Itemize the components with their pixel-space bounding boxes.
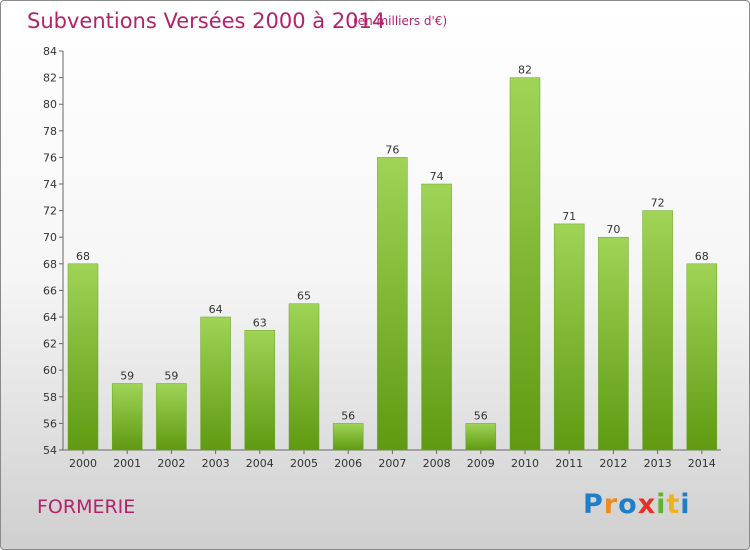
y-tick-label: 70 — [43, 231, 57, 244]
x-tick-label-2010: 2010 — [511, 457, 539, 470]
bar-2000 — [67, 263, 99, 451]
data-label-2014: 68 — [695, 250, 709, 263]
logo-letter: t — [666, 489, 681, 520]
y-axis: 54 56 58 60 62 64 66 68 70 72 74 76 78 80 82 84 — [43, 45, 64, 457]
bar-2014 — [686, 263, 718, 451]
bar-2008 — [421, 183, 452, 451]
y-tick-label: 54 — [43, 444, 57, 457]
proxiti-logo[interactable]: Proxiti — [583, 489, 691, 520]
bar-2009 — [465, 423, 497, 451]
logo-letter: i — [680, 489, 691, 520]
y-tick-label: 84 — [43, 45, 57, 58]
x-tick-label-2008: 2008 — [423, 457, 451, 470]
data-label-2006: 56 — [341, 409, 355, 422]
data-label-2011: 71 — [562, 210, 576, 223]
data-label-2010: 82 — [518, 64, 532, 77]
chart-subtitle: (en milliers d'€) — [353, 14, 448, 28]
data-label-2012: 70 — [606, 223, 620, 236]
x-tick-label-2004: 2004 — [246, 457, 274, 470]
bar-2010 — [509, 77, 541, 451]
logo-letter: r — [603, 489, 619, 520]
bar-2006 — [332, 423, 364, 451]
y-tick-label: 56 — [43, 417, 57, 430]
bar-2011 — [553, 223, 585, 451]
data-label-2013: 72 — [651, 197, 665, 210]
commune-name: FORMERIE — [37, 496, 136, 518]
data-label-2007: 76 — [385, 143, 399, 156]
x-tick-label-2006: 2006 — [334, 457, 362, 470]
x-tick-label-2007: 2007 — [378, 457, 406, 470]
data-label-2000: 68 — [76, 250, 90, 263]
bar-2013 — [642, 210, 673, 451]
logo-letter: i — [656, 489, 667, 520]
y-tick-label: 64 — [43, 311, 57, 324]
x-axis: 2000 2001 2002 2003 2004 2005 2006 2007 2008 2009… — [63, 449, 721, 470]
x-tick-label-2011: 2011 — [555, 457, 583, 470]
bar-2012 — [598, 236, 629, 451]
x-tick-label-2012: 2012 — [599, 457, 627, 470]
data-labels: 68 59 59 64 63 65 56 76 74 56 82 71 70 72 68 — [76, 64, 709, 423]
data-label-2002: 59 — [164, 370, 178, 383]
y-tick-label: 74 — [43, 178, 57, 191]
x-tick-label-2014: 2014 — [688, 457, 716, 470]
bar-2003 — [200, 316, 231, 451]
logo-letter: o — [618, 489, 638, 520]
x-tick-label-2013: 2013 — [644, 457, 672, 470]
bar-2002 — [156, 383, 187, 451]
chart-title: Subventions Versées 2000 à 2014 — [27, 9, 386, 33]
bar-2001 — [111, 383, 143, 451]
bar-2005 — [288, 303, 320, 451]
data-label-2001: 59 — [120, 370, 134, 383]
y-tick-label: 76 — [43, 151, 57, 164]
y-tick-label: 66 — [43, 284, 57, 297]
y-tick-label: 72 — [43, 205, 57, 218]
x-tick-label-2009: 2009 — [467, 457, 495, 470]
y-tick-label: 62 — [43, 338, 57, 351]
bar-2007 — [377, 157, 408, 451]
data-label-2003: 64 — [209, 303, 223, 316]
y-tick-label: 78 — [43, 125, 57, 138]
x-tick-label-2000: 2000 — [69, 457, 97, 470]
data-label-2005: 65 — [297, 290, 311, 303]
x-tick-label-2001: 2001 — [113, 457, 141, 470]
logo-letter: P — [583, 489, 604, 520]
y-tick-label: 80 — [43, 98, 57, 111]
data-label-2004: 63 — [253, 316, 267, 329]
data-label-2008: 74 — [430, 170, 444, 183]
x-tick-label-2002: 2002 — [157, 457, 185, 470]
logo-letter: x — [637, 489, 657, 520]
y-tick-label: 58 — [43, 391, 57, 404]
x-tick-label-2003: 2003 — [202, 457, 230, 470]
x-tick-label-2005: 2005 — [290, 457, 318, 470]
y-tick-label: 60 — [43, 364, 57, 377]
y-tick-label: 68 — [43, 258, 57, 271]
data-label-2009: 56 — [474, 409, 488, 422]
y-tick-label: 82 — [43, 72, 57, 85]
bars — [67, 77, 718, 451]
bar-2004 — [244, 330, 276, 451]
